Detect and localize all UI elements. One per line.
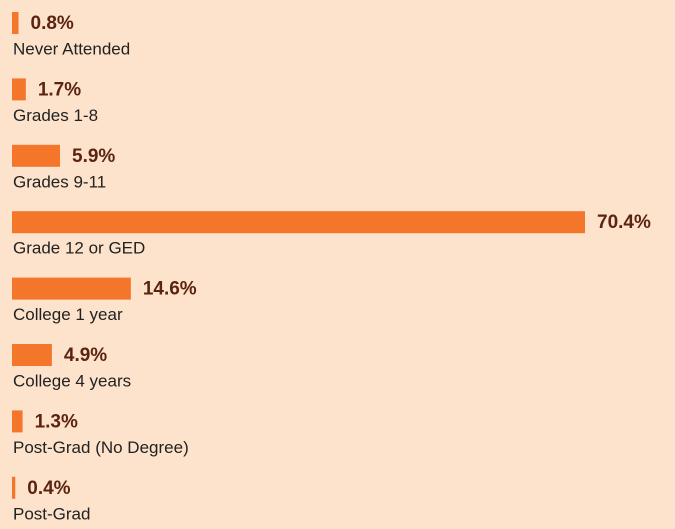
- bar: [12, 344, 52, 366]
- value-label: 0.8%: [31, 13, 74, 34]
- bar: [12, 211, 585, 234]
- value-label: 1.7%: [38, 79, 81, 100]
- bar: [12, 12, 19, 34]
- category-label: Post-Grad: [13, 504, 90, 523]
- value-label: 14.6%: [143, 279, 197, 300]
- category-label: Post-Grad (No Degree): [13, 438, 189, 457]
- category-label: Grade 12 or GED: [13, 239, 145, 258]
- value-label: 1.3%: [35, 411, 78, 432]
- value-label: 70.4%: [597, 212, 651, 233]
- category-label: Grades 1-8: [13, 106, 98, 125]
- category-label: Never Attended: [13, 39, 130, 58]
- bar: [12, 144, 61, 167]
- value-label: 0.4%: [27, 478, 70, 499]
- category-label: College 4 years: [13, 371, 131, 390]
- bar: [12, 410, 23, 433]
- bar: [12, 78, 26, 101]
- bar: [12, 277, 131, 300]
- value-label: 5.9%: [72, 146, 115, 167]
- category-label: Grades 9-11: [13, 172, 106, 191]
- category-label: College 1 year: [13, 305, 123, 324]
- value-label: 4.9%: [64, 345, 107, 366]
- bar: [12, 476, 16, 499]
